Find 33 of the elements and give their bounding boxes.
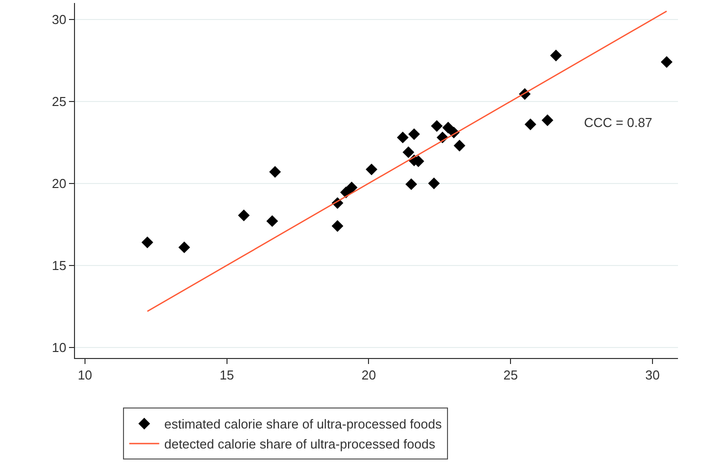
point <box>269 166 281 178</box>
x-tick-label: 25 <box>503 368 518 383</box>
point <box>402 146 414 158</box>
point <box>442 122 454 134</box>
point <box>238 209 250 222</box>
point <box>542 114 554 126</box>
annotation: CCC = 0.87 <box>584 115 652 130</box>
point <box>524 118 536 130</box>
point <box>346 182 358 194</box>
point <box>408 128 420 140</box>
x-tick-label: 10 <box>78 368 92 383</box>
y-tick-label: 30 <box>52 12 66 27</box>
point <box>332 220 344 232</box>
y-tick-label: 10 <box>52 340 66 355</box>
point <box>142 236 154 248</box>
point <box>454 140 466 152</box>
legend-label: detected calorie share of ultra-processed foods <box>164 436 436 452</box>
y-tick-label: 20 <box>52 176 66 191</box>
x-tick-label: 20 <box>361 368 376 383</box>
x-tick-label: 15 <box>220 368 234 383</box>
point <box>366 164 378 176</box>
legend-label: estimated calorie share of ultra-processed foods <box>164 416 442 432</box>
point <box>428 178 440 190</box>
point <box>396 132 409 144</box>
point <box>430 120 443 132</box>
point <box>266 215 278 227</box>
y-tick-label: 15 <box>52 258 66 273</box>
y-tick-label: 25 <box>52 94 66 109</box>
point <box>178 241 190 254</box>
x-tick-label: 30 <box>645 368 660 383</box>
point <box>550 50 562 62</box>
point <box>660 56 672 68</box>
point <box>405 178 418 190</box>
